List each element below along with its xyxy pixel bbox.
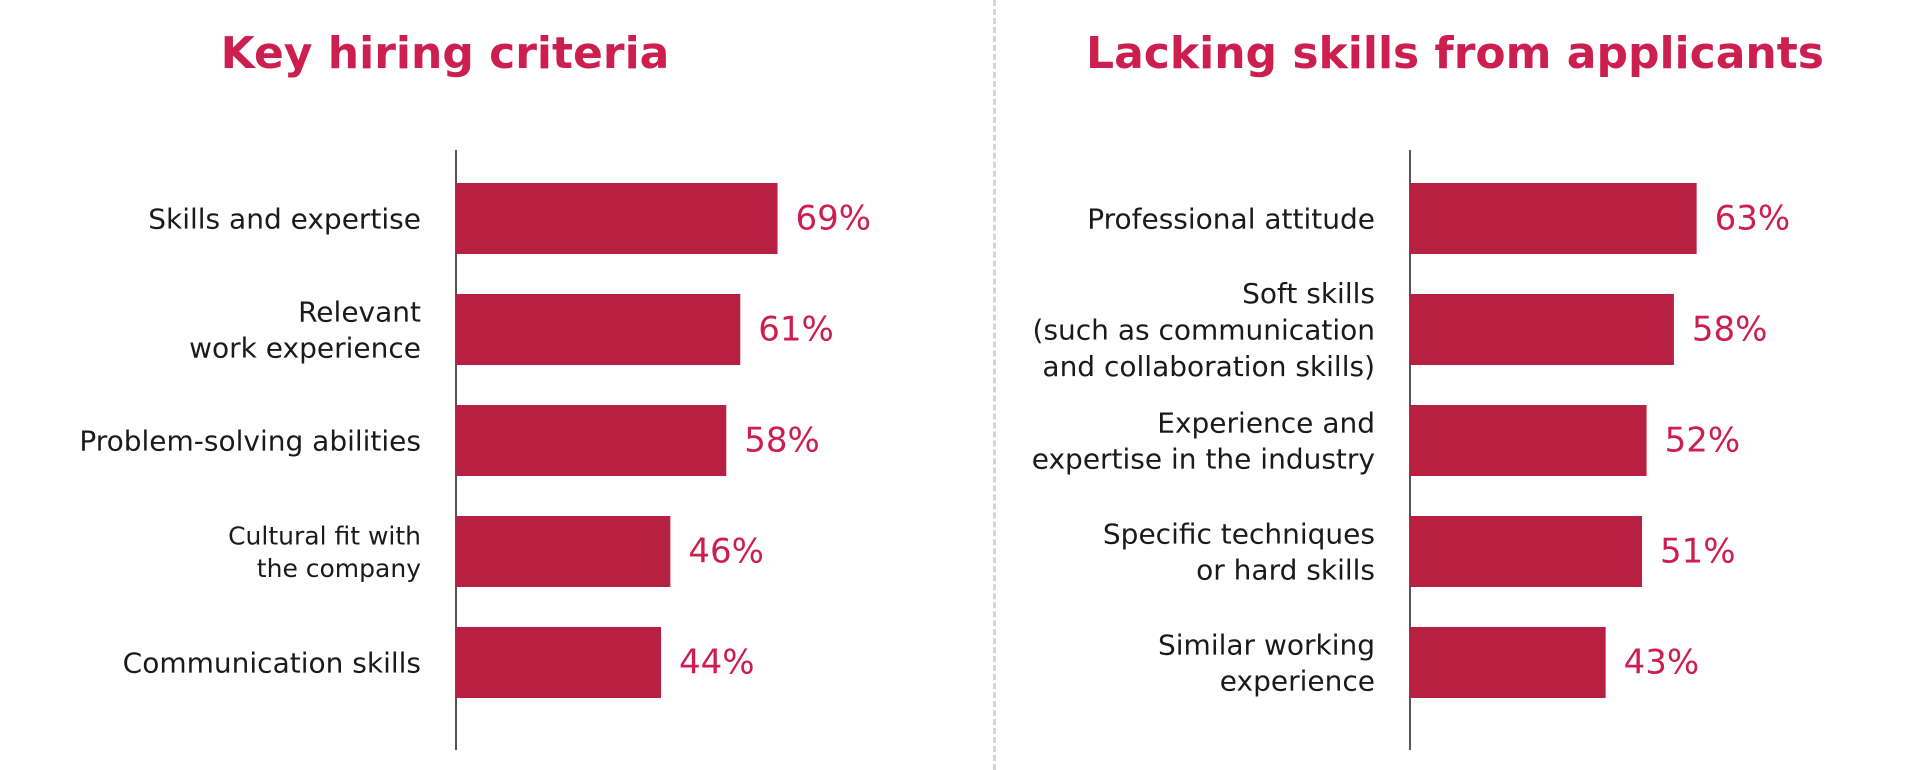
data-label: 52%: [1665, 421, 1741, 461]
bar: [1410, 516, 1643, 587]
category-label: Experience and expertise in the industry: [1032, 406, 1375, 475]
chart-panel-lacking-skills: Lacking skills from applicants 63% Profes…: [990, 0, 1920, 770]
category-label: Communication skills: [123, 646, 421, 679]
data-label: 51%: [1660, 532, 1736, 572]
bar: [456, 405, 727, 476]
category-label: Similar working experience: [1158, 628, 1375, 697]
data-label: 44%: [679, 643, 755, 683]
category-label: Relevant work experience: [189, 295, 421, 364]
chart-title: Key hiring criteria: [220, 28, 670, 79]
bar-chart-key-hiring-criteria: 69% Skills and expertise 61% Relevant work e…: [79, 150, 872, 750]
data-label: 63%: [1715, 199, 1791, 239]
category-label-line: expertise in the industry: [1032, 442, 1375, 475]
category-label-line: Relevant: [298, 295, 421, 328]
category-label: Specific techniques or hard skills: [1103, 517, 1375, 586]
category-label-line: Specific techniques: [1103, 517, 1375, 550]
category-label-line: Similar working: [1158, 628, 1375, 661]
data-label: 58%: [1692, 310, 1768, 350]
bar: [1410, 405, 1647, 476]
category-label: Cultural fit with the company: [228, 521, 421, 583]
bar-chart-lacking-skills: 63% Professional attitude 58% Soft skills (s…: [1032, 150, 1791, 750]
bar: [456, 516, 671, 587]
data-label: 58%: [744, 421, 820, 461]
chart-panel-key-hiring-criteria: Key hiring criteria 69% Skills and expert…: [79, 28, 872, 750]
category-label-line: experience: [1220, 664, 1375, 697]
data-label: 46%: [688, 532, 764, 572]
chart-title: Lacking skills from applicants: [1086, 28, 1824, 79]
bar: [456, 294, 741, 365]
category-label: Problem-solving abilities: [79, 424, 421, 457]
category-label: Soft skills (such as communication and col…: [1033, 277, 1375, 383]
bar: [1410, 183, 1697, 254]
data-label: 43%: [1624, 643, 1700, 683]
data-label: 69%: [796, 199, 872, 239]
bar: [1410, 627, 1606, 698]
category-label-line: Experience and: [1157, 406, 1375, 439]
data-label: 61%: [758, 310, 834, 350]
category-label-line: and collaboration skills): [1042, 349, 1375, 382]
category-label-line: Problem-solving abilities: [79, 424, 421, 457]
bar: [456, 183, 778, 254]
category-label-line: work experience: [189, 331, 421, 364]
bar: [456, 627, 662, 698]
bar: [1410, 294, 1674, 365]
category-label-line: (such as communication: [1033, 313, 1375, 346]
category-label-line: or hard skills: [1196, 553, 1375, 586]
category-label-line: Professional attitude: [1087, 202, 1375, 235]
category-label-line: Cultural fit with: [228, 521, 421, 550]
category-label: Skills and expertise: [148, 202, 421, 235]
category-label-line: Skills and expertise: [148, 202, 421, 235]
category-label-line: the company: [257, 553, 421, 582]
category-label-line: Communication skills: [123, 646, 421, 679]
panel-divider: [993, 0, 996, 770]
category-label: Professional attitude: [1087, 202, 1375, 235]
category-label-line: Soft skills: [1242, 277, 1375, 310]
